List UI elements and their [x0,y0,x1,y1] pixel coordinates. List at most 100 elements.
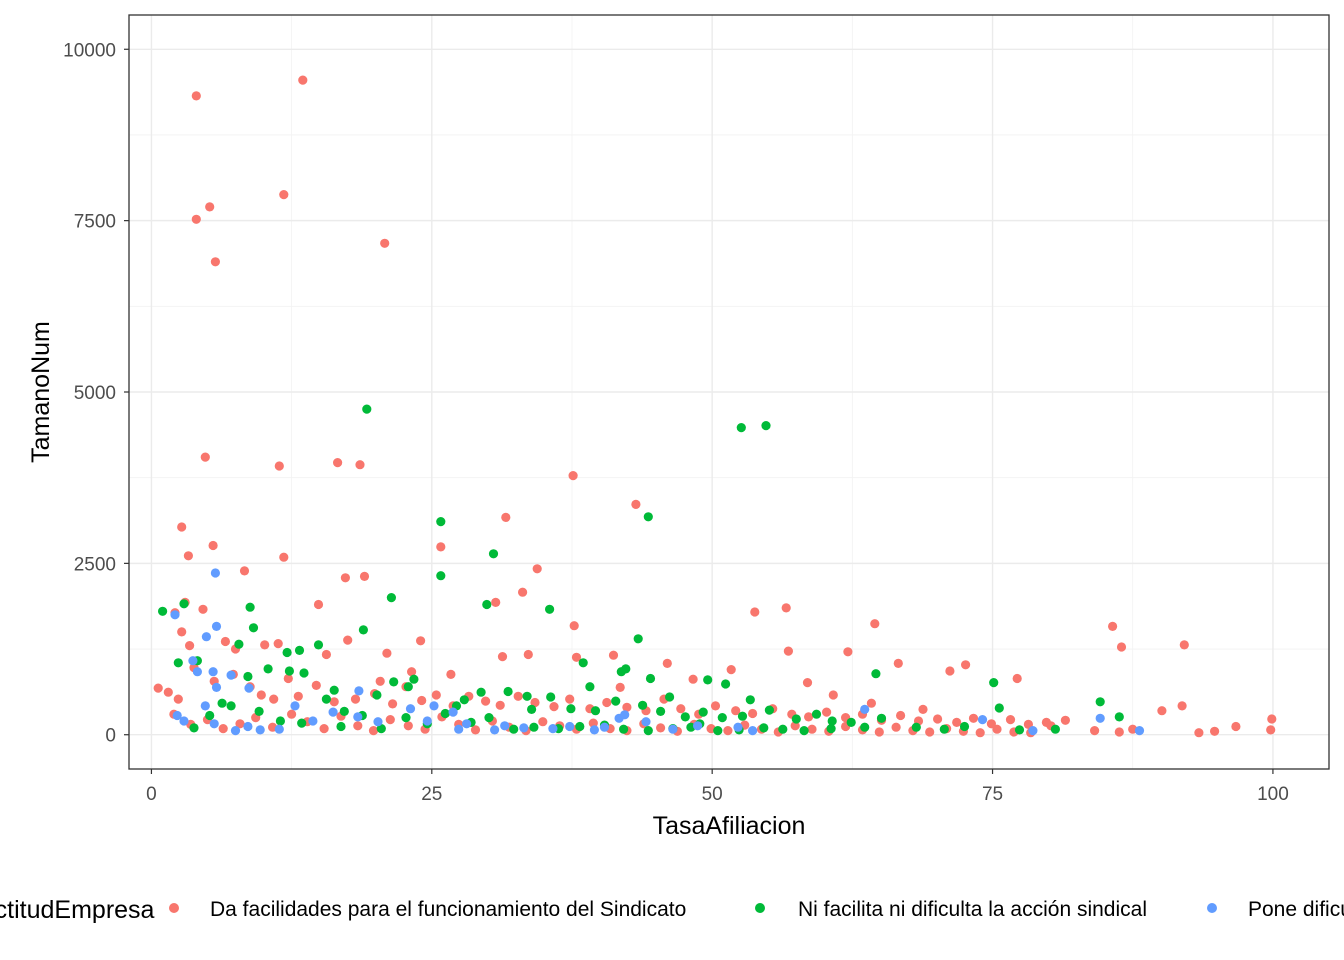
data-point [589,725,600,735]
data-point [274,724,284,734]
data-point [1157,706,1167,716]
data-point [527,704,537,715]
data-point [328,707,338,717]
data-point [545,604,555,614]
data-point [619,724,629,734]
data-point [274,461,284,471]
data-point [1095,713,1105,723]
data-point [256,690,266,700]
data-point [643,726,653,736]
data-point [350,694,361,704]
data-point [726,665,736,675]
series-2 [170,568,1145,736]
data-point [189,723,199,733]
data-point [279,552,289,562]
data-point [188,656,198,666]
data-point [436,517,446,527]
data-point [503,686,513,697]
data-point [243,721,253,732]
data-point [501,512,511,523]
data-point [530,697,540,708]
data-point [500,721,510,731]
data-point [282,647,292,658]
data-point [723,726,733,736]
data-point [874,727,884,737]
data-point [191,91,201,101]
data-point [287,709,297,719]
data-point [376,724,386,734]
data-point [569,621,579,631]
x-tick-label: 75 [982,784,1003,805]
data-point [403,721,413,731]
data-point [778,724,788,734]
data-point [177,522,187,532]
data-point [578,658,588,668]
data-point [275,716,285,726]
data-point [299,668,309,678]
data-point [532,564,542,574]
data-point [641,717,651,727]
data-point [518,587,528,597]
data-point [804,712,814,722]
data-point [546,692,556,702]
data-point [422,716,432,726]
data-point [209,719,219,729]
data-point [791,714,801,724]
data-point [994,703,1004,713]
data-point [239,566,250,576]
data-point [590,706,601,716]
data-point [622,702,632,712]
data-point [783,646,794,656]
data-point [860,722,870,732]
data-point [1028,726,1038,736]
data-point [1267,714,1277,724]
data-point [1114,712,1124,722]
data-point [313,640,324,650]
data-point [431,690,441,700]
data-point [244,683,254,693]
data-point [871,669,881,679]
data-point [662,658,672,669]
data-point [509,724,519,734]
data-point [283,673,293,684]
data-point [158,606,168,616]
data-point [339,706,349,717]
data-point [575,721,585,732]
data-point [163,687,173,697]
data-point [217,698,227,708]
data-point [523,649,533,660]
y-tick-label: 5000 [74,383,116,404]
legend-key-2 [1207,903,1217,913]
data-point [1177,701,1187,711]
legend: ActitudEmpresa Da facilidades para el fu… [0,896,1344,924]
data-point [750,607,760,617]
data-point [643,512,653,522]
data-point [893,658,903,669]
data-point [620,710,630,720]
data-point [989,678,999,688]
data-point [333,458,343,468]
data-point [321,694,331,704]
data-point [703,675,713,685]
data-point [448,707,458,717]
legend-key-1 [755,903,765,913]
data-point [1095,697,1105,707]
data-point [353,721,363,731]
data-point [602,697,612,708]
data-point [200,701,210,711]
data-point [484,713,494,723]
data-point [549,702,559,712]
data-point [761,421,771,431]
data-point [870,619,880,629]
data-point [843,647,853,657]
data-point [482,599,492,610]
data-point [329,685,339,695]
data-point [608,650,619,660]
data-point [462,719,472,729]
y-axis-title: TamanoNum [27,321,55,463]
data-point [1108,621,1118,632]
data-point [198,604,208,614]
data-point [748,726,758,736]
data-point [822,707,832,717]
data-point [172,710,182,721]
